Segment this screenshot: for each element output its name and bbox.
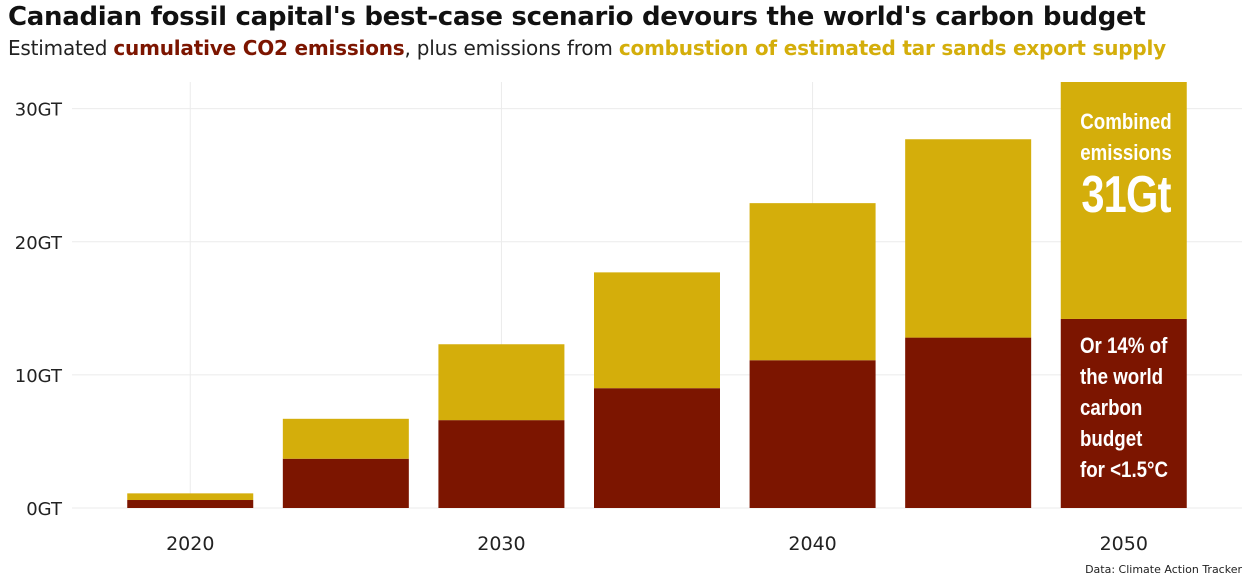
annotation-bottom-line2: the world xyxy=(1080,364,1164,389)
y-tick-label: 20GT xyxy=(15,233,63,254)
subtitle-highlight-cumulative: cumulative CO2 emissions xyxy=(113,36,405,60)
x-tick-label: 2020 xyxy=(166,533,214,555)
annotation-top-line1: Combined xyxy=(1080,109,1172,134)
bar-combustion xyxy=(1060,82,1187,319)
subtitle-prefix: Estimated xyxy=(8,36,114,60)
x-tick-label: 2030 xyxy=(477,533,525,555)
bar-combustion xyxy=(282,418,409,459)
bar-cumulative xyxy=(905,337,1032,508)
x-tick-label: 2040 xyxy=(788,533,836,555)
x-tick-label: 2050 xyxy=(1100,533,1148,555)
annotation-top-line2: emissions xyxy=(1080,140,1172,165)
bar-cumulative xyxy=(749,360,876,508)
carbon-budget-annotation: Or 14% of the world carbon budget for <1… xyxy=(1080,330,1190,485)
bar-cumulative xyxy=(594,388,720,508)
bar-combustion xyxy=(749,203,876,361)
y-tick-label: 30GT xyxy=(15,100,63,121)
bar-cumulative xyxy=(438,420,565,508)
annotation-bottom-line4: budget xyxy=(1080,426,1143,451)
data-source: Data: Climate Action Tracker xyxy=(1085,563,1242,576)
subtitle-middle: , plus emissions from xyxy=(404,36,619,60)
bar-combustion xyxy=(438,344,565,421)
bar-combustion xyxy=(594,272,720,389)
bar-cumulative xyxy=(282,458,409,508)
y-tick-label: 0GT xyxy=(26,499,63,520)
bar-cumulative xyxy=(127,500,254,508)
bar-combustion xyxy=(905,139,1032,338)
annotation-top-value: 31Gt xyxy=(1081,166,1171,224)
subtitle-highlight-combustion: combustion of estimated tar sands export… xyxy=(618,36,1167,60)
bar-cumulative xyxy=(1060,318,1187,508)
bar-combustion xyxy=(127,493,254,501)
chart-subtitle: Estimated cumulative CO2 emissions, plus… xyxy=(8,36,1166,60)
chart-title: Canadian fossil capital's best-case scen… xyxy=(8,2,1146,32)
y-tick-label: 10GT xyxy=(15,366,63,387)
combined-emissions-annotation: Combined emissions 31Gt xyxy=(1066,106,1186,222)
annotation-bottom-line3: carbon xyxy=(1080,395,1143,420)
annotation-bottom-line5: for <1.5°C xyxy=(1080,457,1169,482)
annotation-bottom-line1: Or 14% of xyxy=(1080,333,1168,358)
